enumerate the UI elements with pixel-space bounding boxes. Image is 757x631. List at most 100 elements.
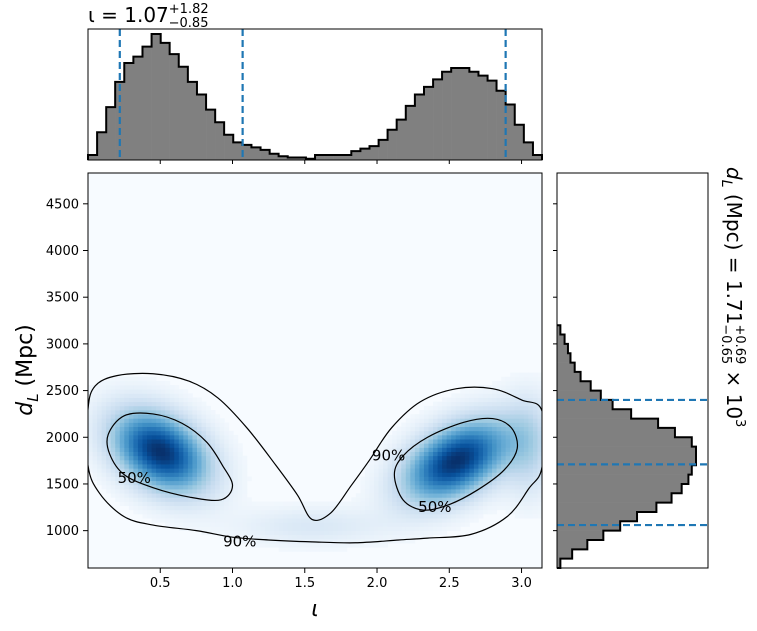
density-cell	[183, 522, 189, 527]
density-cell	[433, 414, 438, 419]
density-cell	[183, 451, 189, 457]
density-cell	[464, 447, 470, 452]
density-cell	[437, 434, 443, 440]
density-cell	[106, 455, 112, 461]
density-cell	[147, 380, 152, 386]
density-cell	[147, 513, 152, 519]
density-cell	[310, 526, 316, 531]
density-cell	[246, 518, 252, 523]
density-cell	[337, 526, 343, 531]
density-cell	[128, 489, 134, 494]
density-cell	[315, 522, 320, 527]
density-cell	[496, 405, 502, 411]
density-cell	[115, 480, 121, 486]
density-cell	[505, 480, 511, 486]
density-cell	[219, 443, 225, 448]
density-cell	[419, 439, 425, 444]
density-cell	[473, 418, 479, 423]
density-cell	[492, 468, 497, 473]
density-cell	[196, 476, 202, 482]
density-cell	[537, 414, 542, 419]
density-cell	[433, 443, 438, 448]
density-cell	[124, 430, 130, 436]
density-cell	[442, 422, 448, 428]
right-title-L: L	[718, 180, 734, 188]
density-cell	[414, 530, 420, 536]
density-cell	[442, 493, 448, 498]
density-cell	[510, 443, 516, 448]
density-cell	[315, 538, 320, 544]
density-cell	[228, 526, 234, 531]
density-cell	[492, 439, 497, 444]
density-cell	[133, 497, 139, 502]
density-cell	[206, 505, 211, 511]
density-cell	[92, 405, 98, 411]
density-cell	[505, 385, 511, 390]
density-cell	[178, 397, 184, 403]
density-cell	[378, 476, 384, 482]
density-cell	[201, 509, 207, 515]
density-cell	[410, 447, 416, 452]
density-cell	[278, 509, 284, 515]
density-cell	[115, 489, 121, 494]
density-cell	[405, 509, 411, 515]
density-cell	[228, 509, 234, 515]
density-cell	[165, 493, 171, 498]
density-cell	[364, 505, 370, 511]
density-cell	[460, 472, 466, 477]
density-cell	[301, 543, 307, 548]
top-histogram-bars	[88, 34, 543, 161]
density-cell	[119, 426, 125, 432]
density-cell	[437, 489, 443, 494]
density-cell	[110, 376, 116, 382]
density-cell	[460, 484, 466, 490]
density-cell	[473, 434, 479, 440]
density-cell	[110, 464, 116, 469]
density-cell	[233, 518, 239, 523]
density-cell	[405, 464, 411, 469]
density-cell	[437, 426, 443, 432]
density-cell	[160, 426, 166, 432]
density-cell	[396, 484, 402, 490]
density-cell	[532, 497, 538, 502]
density-cell	[255, 543, 261, 548]
density-cell	[101, 472, 107, 477]
density-cell	[492, 455, 497, 461]
density-cell	[414, 414, 420, 419]
density-cell	[178, 476, 184, 482]
density-cell	[355, 509, 361, 515]
density-cell	[219, 426, 225, 432]
density-cell	[147, 385, 152, 390]
density-cell	[201, 468, 207, 473]
density-cell	[206, 455, 211, 461]
density-cell	[528, 385, 534, 390]
density-cell	[147, 447, 152, 452]
density-cell	[119, 451, 125, 457]
density-cell	[183, 505, 189, 511]
density-cell	[305, 522, 311, 527]
top-histogram-bar	[423, 86, 434, 160]
density-cell	[310, 534, 316, 540]
density-cell	[514, 422, 520, 428]
density-cell	[147, 393, 152, 398]
density-cell	[419, 522, 425, 527]
right-histogram-bar	[557, 353, 571, 363]
density-cell	[196, 422, 202, 428]
density-cell	[374, 468, 379, 473]
density-cell	[374, 493, 379, 498]
density-cell	[514, 484, 520, 490]
contour-line-50pct	[393, 417, 519, 511]
density-cell	[496, 459, 502, 465]
density-cell	[510, 493, 516, 498]
density-cell	[419, 447, 425, 452]
density-cell	[156, 501, 162, 507]
density-cell	[383, 451, 389, 457]
density-cell	[106, 451, 112, 457]
density-cell	[519, 414, 525, 419]
density-cell	[401, 480, 407, 486]
density-cell	[119, 489, 125, 494]
density-cell	[501, 484, 507, 490]
density-cell	[142, 451, 148, 457]
density-cell	[514, 468, 520, 473]
density-cell	[206, 410, 211, 415]
